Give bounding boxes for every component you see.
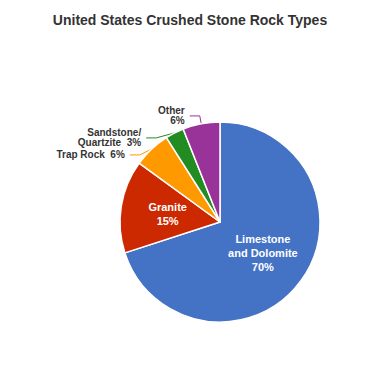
svg-text:6%: 6% (170, 115, 185, 126)
svg-text:Granite: Granite (148, 201, 187, 213)
svg-text:Sandstone/: Sandstone/ (87, 127, 142, 139)
svg-text:Trap Rock 6%: Trap Rock 6% (56, 149, 124, 160)
svg-text:Limestone: Limestone (235, 233, 290, 245)
svg-text:and Dolomite: and Dolomite (228, 247, 298, 259)
svg-text:70%: 70% (252, 261, 274, 273)
svg-text:Other: Other (158, 105, 185, 117)
svg-text:15%: 15% (157, 215, 179, 227)
svg-text:United States Crushed Stone Ro: United States Crushed Stone Rock Types (53, 12, 328, 28)
svg-text:Quartzite 3%: Quartzite 3% (78, 137, 141, 148)
